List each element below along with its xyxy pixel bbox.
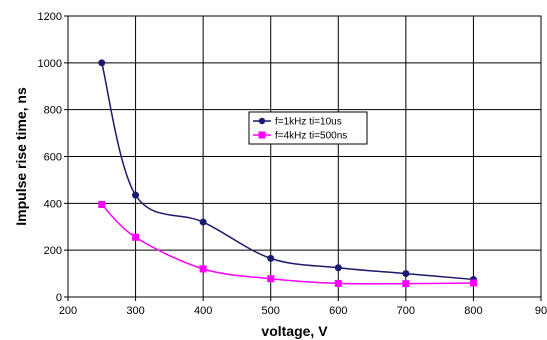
series-2-line <box>101 203 474 285</box>
series-2-point-500 <box>267 275 275 283</box>
x-tick-label-600: 600 <box>329 305 347 317</box>
series-1-line <box>101 62 474 281</box>
series-1-point-300 <box>132 191 140 199</box>
series-1-point-600 <box>334 264 342 272</box>
series-layer <box>98 59 477 288</box>
y-tick-label-400: 400 <box>44 198 62 210</box>
y-tick-label-1200: 1200 <box>38 11 62 23</box>
legend: f=1kHz ti=10us f=4kHz ti=500ns <box>248 111 368 145</box>
series-1-point-700 <box>402 270 410 278</box>
x-tick-label-400: 400 <box>194 305 212 317</box>
y-axis-title: Impulse rise time, ns <box>13 87 29 226</box>
series-1-point-400 <box>199 218 207 226</box>
series-1-point-500 <box>267 254 275 262</box>
series-2-point-800 <box>469 279 477 287</box>
x-tick-label-300: 300 <box>126 305 144 317</box>
legend-box <box>248 111 368 145</box>
y-tick-label-600: 600 <box>44 152 62 164</box>
x-tick-label-200: 200 <box>59 305 77 317</box>
y-tick-label-1000: 1000 <box>38 58 62 70</box>
grid <box>68 16 541 297</box>
y-axis-ticks: 0 200 400 600 800 1000 1200 <box>38 11 68 304</box>
legend-marker-series-1 <box>258 117 266 125</box>
series-2-point-400 <box>199 265 207 273</box>
x-tick-label-900: 90 <box>535 305 547 317</box>
y-tick-label-200: 200 <box>44 245 62 257</box>
series-2-point-300 <box>132 233 140 241</box>
x-tick-label-500: 500 <box>262 305 280 317</box>
legend-label-series-2: f=4kHz ti=500ns <box>275 131 347 142</box>
series-2-point-600 <box>334 279 342 287</box>
series-1-point-250 <box>98 59 106 67</box>
y-tick-label-0: 0 <box>56 292 62 304</box>
series-2-point-250 <box>98 201 106 209</box>
y-tick-label-800: 800 <box>44 105 62 117</box>
x-tick-label-700: 700 <box>397 305 415 317</box>
series-2 <box>98 201 477 288</box>
legend-label-series-1: f=1kHz ti=10us <box>275 117 342 128</box>
x-tick-label-800: 800 <box>464 305 482 317</box>
series-2-point-700 <box>402 280 410 288</box>
x-axis-ticks: 200 300 400 500 600 700 800 90 <box>59 297 547 317</box>
x-axis-title: voltage, V <box>261 323 328 339</box>
legend-marker-series-2 <box>258 131 266 139</box>
series-1 <box>98 59 477 283</box>
